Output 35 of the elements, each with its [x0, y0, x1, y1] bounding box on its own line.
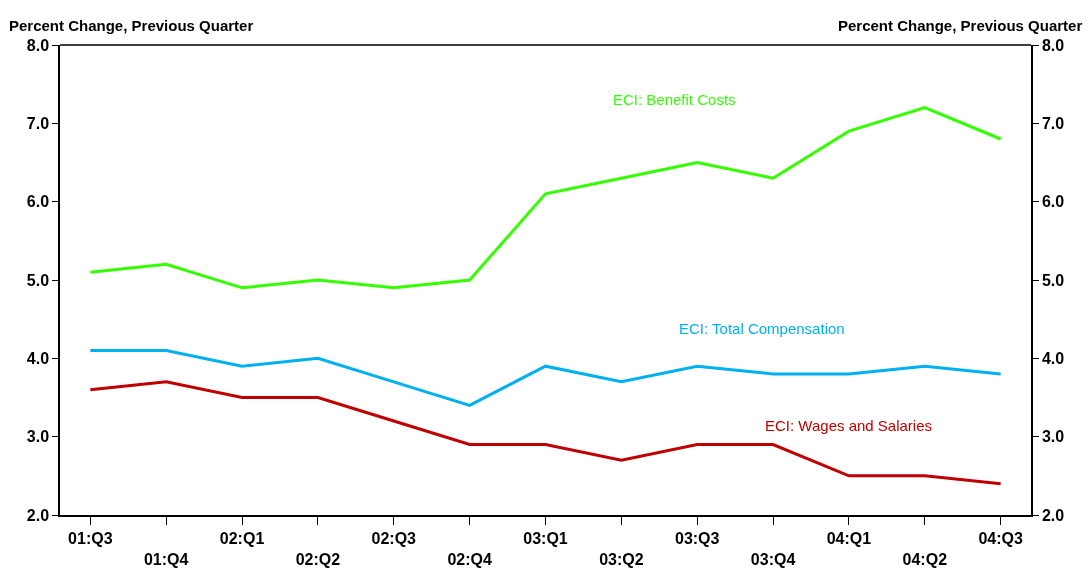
- line-series: [88, 106, 1003, 290]
- y2-axis-title: Percent Change, Previous Quarter: [838, 17, 1083, 34]
- text: ECI: Total Compensation: [679, 320, 845, 337]
- y2-tick-label: 4.0: [1041, 349, 1065, 367]
- y2-tick-label: 6.0: [1041, 193, 1065, 211]
- x-tick-label: 02:Q3: [371, 529, 417, 547]
- x-tick-label: 03:Q2: [599, 550, 644, 568]
- y-tick-label: 6.0: [26, 193, 50, 211]
- x-tick-label: 02:Q1: [219, 529, 265, 547]
- y2-tick-label: 8.0: [1041, 36, 1065, 54]
- y-tick-label: 2.0: [26, 506, 50, 524]
- y-tick-label: 5.0: [26, 271, 50, 289]
- x-tick-label: 01:Q3: [68, 529, 113, 547]
- y-tick-label: 7.0: [26, 114, 50, 132]
- line-series: [88, 349, 1003, 407]
- y-tick-label: 4.0: [26, 349, 50, 367]
- x-tick-label: 04:Q3: [978, 529, 1023, 547]
- y2-tick-label: 2.0: [1041, 506, 1065, 524]
- y2-tick-label: 5.0: [1041, 271, 1065, 289]
- x-tick-label: 02:Q4: [447, 550, 492, 568]
- x-tick-label: 04:Q2: [902, 550, 948, 568]
- text: ECI: Benefit Costs: [613, 91, 736, 108]
- x-tick-label: 03:Q4: [750, 550, 796, 568]
- x-tick-label: 03:Q1: [523, 529, 568, 547]
- y2-tick-label: 3.0: [1041, 428, 1065, 446]
- x-tick-label: 04:Q1: [826, 529, 872, 547]
- y-tick-label: 8.0: [26, 36, 50, 54]
- y2-tick-label: 7.0: [1041, 114, 1065, 132]
- y-tick-label: 3.0: [26, 428, 50, 446]
- line-series: [88, 380, 1003, 486]
- y-axis-title: Percent Change, Previous Quarter: [9, 17, 254, 34]
- x-tick-label: 03:Q3: [674, 529, 720, 547]
- x-tick-label: 01:Q4: [143, 550, 189, 568]
- series-label: ECI: Wages and Salaries: [765, 417, 933, 434]
- x-tick-label: 02:Q2: [295, 550, 341, 568]
